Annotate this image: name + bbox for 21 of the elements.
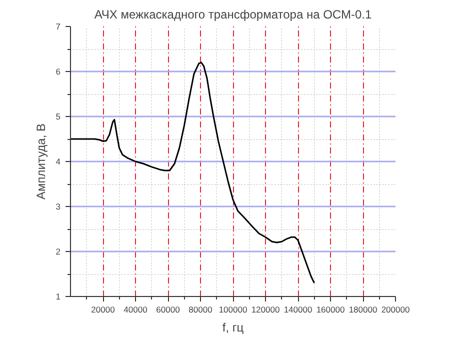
line-series — [70, 62, 315, 284]
x-tick-label: 40000 — [124, 304, 148, 314]
x-tick-label: 60000 — [156, 304, 180, 314]
x-tick-label: 80000 — [188, 304, 213, 314]
y-tick-label: 6 — [56, 66, 61, 76]
x-axis-title: f, гц — [222, 320, 244, 334]
x-tick-label: 180000 — [348, 304, 378, 314]
x-tick-label: 100000 — [218, 304, 248, 314]
x-tick-label: 160000 — [316, 304, 345, 314]
y-tick-label: 3 — [56, 202, 61, 212]
x-tick-label: 20000 — [91, 304, 116, 314]
y-tick-label: 7 — [56, 22, 61, 32]
x-tick-label: 200000 — [381, 304, 410, 314]
y-tick-label: 4 — [56, 156, 61, 166]
y-tick-label: 2 — [56, 246, 61, 256]
y-axis-title: Амплитуда, В — [34, 123, 48, 200]
x-tick-label: 140000 — [284, 304, 312, 314]
chart-title: АЧХ межкаскадного трансформатора на ОСМ-0.1 — [94, 8, 372, 22]
y-tick-label: 5 — [56, 112, 61, 122]
x-tick-label: 120000 — [251, 304, 280, 314]
y-tick-label: 1 — [56, 292, 61, 302]
